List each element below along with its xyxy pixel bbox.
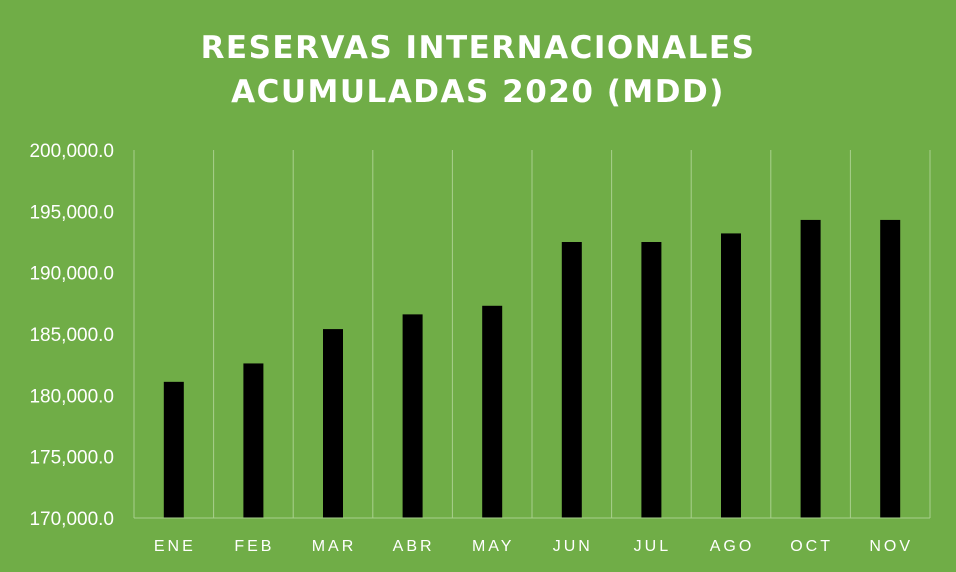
chart-title-line-1: RESERVAS INTERNACIONALES bbox=[200, 30, 756, 66]
bar-ago bbox=[721, 233, 741, 518]
bar-ene bbox=[163, 381, 184, 518]
x-tick-label-mar: MAR bbox=[312, 538, 357, 555]
x-tick-label-feb: FEB bbox=[234, 538, 274, 555]
x-tick-label-may: MAY bbox=[472, 538, 514, 555]
x-axis-labels: ENE FEB MAR ABR MAY JUN JUL AGO OCT NOV bbox=[154, 538, 913, 555]
bar-jul bbox=[641, 242, 662, 518]
x-tick-label-ene: ENE bbox=[154, 538, 196, 555]
y-axis-labels: 170,000.0 175,000.0 180,000.0 185,000.0 190,… bbox=[29, 141, 114, 530]
bars bbox=[163, 219, 901, 519]
x-tick-label-nov: NOV bbox=[869, 538, 913, 555]
bar-abr bbox=[402, 314, 423, 518]
bar-oct bbox=[800, 219, 821, 519]
x-tick-label-abr: ABR bbox=[393, 538, 435, 555]
bar-mar bbox=[323, 329, 343, 518]
y-tick-label: 180,000.0 bbox=[29, 386, 114, 407]
y-tick-label: 185,000.0 bbox=[29, 325, 114, 346]
y-tick-label: 195,000.0 bbox=[29, 202, 114, 223]
chart-title-line-2: ACUMULADAS 2020 (MDD) bbox=[231, 74, 725, 110]
y-tick-label: 190,000.0 bbox=[29, 264, 114, 285]
x-tick-label-jul: JUL bbox=[634, 538, 671, 555]
bar-may bbox=[482, 305, 503, 518]
x-tick-label-jun: JUN bbox=[553, 538, 593, 555]
chart-title: RESERVAS INTERNACIONALES ACUMULADAS 2020… bbox=[0, 26, 956, 114]
gridlines bbox=[133, 150, 931, 518]
y-tick-label: 200,000.0 bbox=[29, 141, 114, 162]
y-tick-label: 170,000.0 bbox=[29, 509, 114, 530]
y-tick-label: 175,000.0 bbox=[29, 448, 114, 469]
bar-jun bbox=[561, 242, 582, 518]
x-tick-label-ago: AGO bbox=[710, 538, 755, 555]
x-tick-label-oct: OCT bbox=[790, 538, 833, 555]
bar-nov bbox=[880, 219, 901, 519]
bar-feb bbox=[243, 363, 264, 518]
